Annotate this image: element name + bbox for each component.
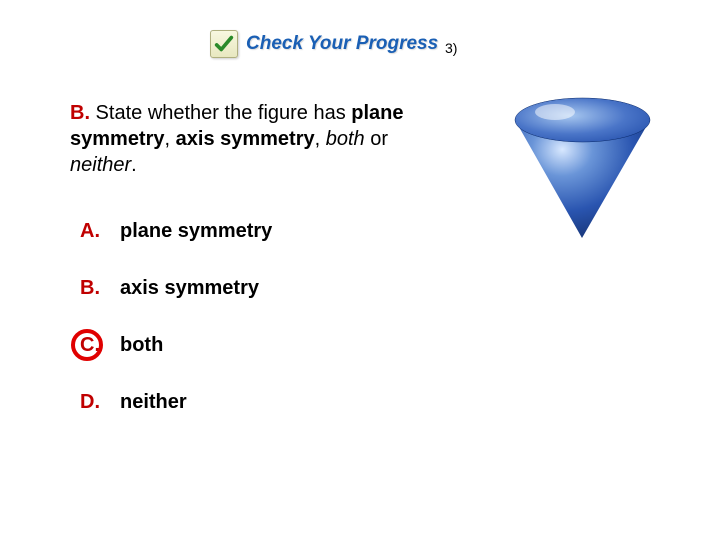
option-a[interactable]: A. plane symmetry	[80, 220, 272, 243]
option-c[interactable]: C. both	[80, 334, 272, 357]
question-mid3: or	[365, 128, 388, 150]
question-number: 3)	[445, 40, 457, 56]
checkmark-icon	[210, 30, 238, 58]
option-text: neither	[120, 391, 187, 414]
question-bold2: axis symmetry	[176, 128, 315, 150]
question-italic2: neither	[70, 154, 131, 176]
question-mid1: ,	[165, 128, 176, 150]
option-b[interactable]: B. axis symmetry	[80, 277, 272, 300]
option-letter: C.	[80, 334, 112, 357]
question-italic1: both	[326, 128, 365, 150]
question-text: B. State whether the figure has plane sy…	[70, 100, 410, 178]
question-lead: State whether the figure has	[90, 102, 351, 124]
option-letter: A.	[80, 220, 112, 243]
option-letter: B.	[80, 277, 112, 300]
option-text: both	[120, 334, 163, 357]
options-list: A. plane symmetry B. axis symmetry C. bo…	[80, 220, 272, 448]
question-mid2: ,	[315, 128, 326, 150]
option-text: plane symmetry	[120, 220, 272, 243]
header: Check Your Progress	[210, 30, 438, 58]
cone-figure	[505, 90, 660, 245]
question-label: B.	[70, 102, 90, 124]
answer-circle-icon	[71, 329, 103, 361]
option-letter: D.	[80, 391, 112, 414]
option-text: axis symmetry	[120, 277, 259, 300]
question-end: .	[131, 154, 137, 176]
option-d[interactable]: D. neither	[80, 391, 272, 414]
header-title: Check Your Progress	[246, 33, 438, 55]
